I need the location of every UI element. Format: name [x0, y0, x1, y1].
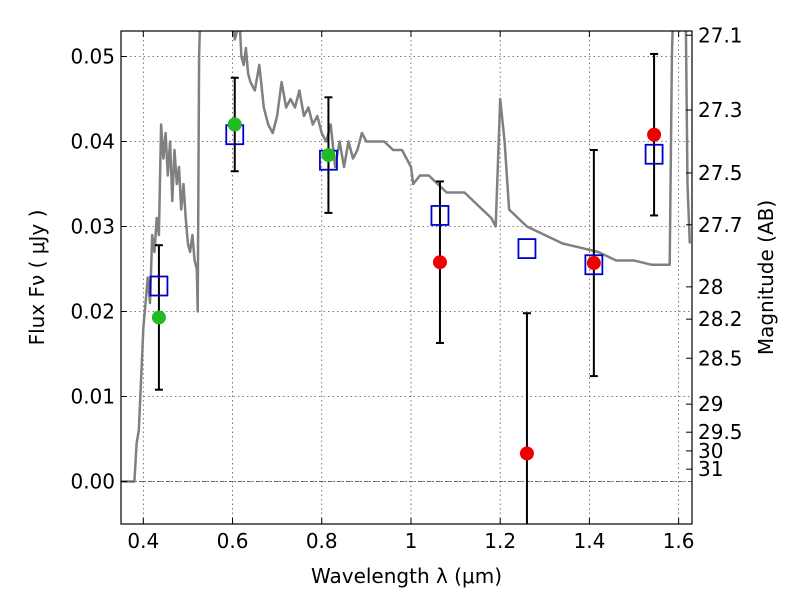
y-tick-label: 0.02	[70, 300, 115, 324]
observed-flux-point	[227, 117, 242, 132]
x-tick-label: 1.2	[484, 529, 516, 553]
y2-tick-label: 28.5	[698, 346, 743, 370]
model-flux-square	[149, 275, 169, 297]
model-flux-square	[644, 143, 664, 165]
y-tick-label: 0.00	[70, 470, 115, 494]
x-tick-label: 1.6	[663, 529, 695, 553]
observed-flux-point	[586, 256, 601, 271]
x-axis-label: Wavelength λ (μm)	[311, 564, 502, 588]
x-tick-label: 1.4	[573, 529, 605, 553]
points-layer	[149, 117, 664, 461]
model-flux-square	[430, 205, 450, 226]
y2-tick-label: 29.5	[698, 420, 743, 444]
y2-tick-label: 27.3	[698, 98, 743, 122]
y2-axis-label: Magnitude (AB)	[754, 200, 778, 355]
model-sed-line	[121, 31, 692, 483]
y2-tick-label: 28.2	[698, 307, 743, 331]
y2-tick-label: 30	[698, 439, 723, 463]
y2-tick-label: 27.5	[698, 161, 743, 185]
observed-flux-point	[151, 310, 166, 325]
model-flux-square	[517, 238, 537, 260]
y2-tick-label: 28	[698, 275, 723, 299]
y-tick-label: 0.04	[70, 130, 115, 154]
observed-flux-point	[647, 127, 662, 142]
observed-flux-point	[519, 446, 534, 461]
plot-frame	[120, 30, 693, 525]
x-tick-label: 0.6	[217, 529, 249, 553]
y-axis-label: Flux Fν ( μJy )	[25, 210, 49, 346]
x-tick-label: 0.4	[127, 529, 159, 553]
y2-tick-label: 27.7	[698, 213, 743, 237]
observed-flux-point	[321, 148, 336, 163]
model-flux-square	[584, 254, 604, 276]
y-tick-label: 0.01	[70, 385, 115, 409]
y2-tick-label: 31	[698, 457, 723, 481]
y2-tick-label: 29	[698, 392, 723, 416]
observed-flux-point	[432, 255, 447, 270]
y-tick-label: 0.03	[70, 215, 115, 239]
errorbar-layer	[154, 52, 659, 524]
y2-tick-label: 27.1	[698, 23, 743, 47]
y-tick-label: 0.05	[70, 45, 115, 69]
ticks-layer: 0.4 0.6 0.8 1 1.2 1.4 1.6 0.00 0.01 0.02 0.03 0.04 0…	[70, 23, 742, 553]
x-tick-label: 1	[405, 529, 418, 553]
model-sed-layer	[121, 31, 692, 483]
grid	[121, 31, 692, 524]
x-tick-label: 0.8	[306, 529, 338, 553]
